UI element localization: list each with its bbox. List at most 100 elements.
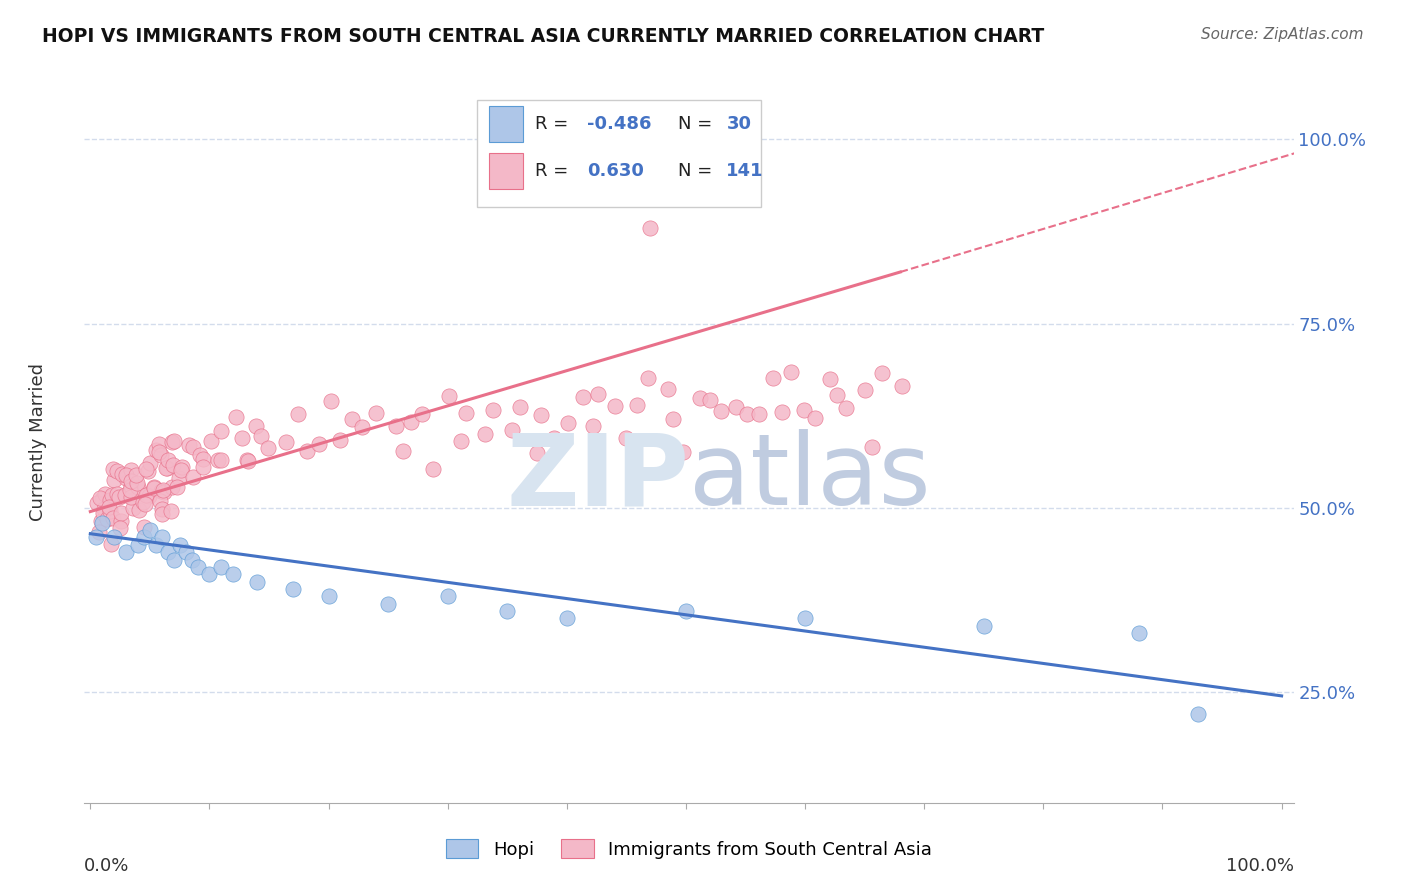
Point	[120, 490, 142, 504]
Point	[793, 403, 815, 417]
Text: 30: 30	[727, 115, 751, 133]
Point	[392, 444, 415, 458]
Point	[1187, 707, 1209, 722]
Point	[191, 460, 214, 475]
Point	[804, 411, 827, 425]
Point	[225, 409, 247, 424]
Point	[672, 445, 695, 459]
Point	[135, 488, 157, 502]
Point	[318, 590, 340, 604]
Point	[115, 545, 138, 559]
Point	[825, 388, 848, 402]
Point	[235, 453, 257, 467]
Point	[150, 483, 173, 498]
Point	[145, 443, 167, 458]
Point	[167, 471, 190, 485]
Point	[150, 507, 173, 521]
Point	[105, 487, 128, 501]
Point	[411, 408, 433, 422]
Point	[169, 538, 191, 552]
Text: 0.630: 0.630	[588, 161, 644, 179]
Point	[329, 433, 352, 447]
Point	[150, 448, 173, 462]
Point	[699, 392, 721, 407]
Point	[340, 412, 363, 426]
Point	[186, 560, 208, 574]
Point	[200, 434, 222, 448]
Text: N =: N =	[678, 115, 718, 133]
Point	[101, 488, 124, 502]
Point	[132, 520, 155, 534]
Point	[98, 493, 121, 508]
Text: N =: N =	[678, 161, 718, 179]
Point	[105, 464, 128, 478]
Point	[148, 445, 170, 459]
Point	[245, 419, 267, 434]
Point	[91, 516, 114, 530]
Point	[181, 440, 204, 454]
Point	[110, 521, 132, 535]
Point	[555, 611, 578, 625]
Text: 0.0%: 0.0%	[84, 857, 129, 875]
Point	[890, 379, 912, 393]
Point	[162, 434, 184, 449]
Point	[110, 507, 132, 521]
Point	[143, 481, 166, 495]
Point	[364, 406, 387, 420]
Point	[661, 412, 683, 426]
Text: ZIP: ZIP	[506, 429, 689, 526]
Point	[86, 496, 108, 510]
Point	[84, 530, 107, 544]
Point	[377, 597, 399, 611]
Point	[145, 538, 167, 552]
Text: R =: R =	[536, 115, 575, 133]
Point	[725, 400, 748, 414]
Point	[188, 448, 211, 462]
Point	[770, 405, 793, 419]
Point	[149, 493, 172, 508]
Point	[586, 387, 609, 401]
Point	[748, 407, 770, 421]
Point	[762, 371, 785, 385]
Point	[96, 512, 118, 526]
Point	[689, 391, 711, 405]
Point	[1128, 626, 1150, 640]
Point	[222, 567, 245, 582]
Point	[637, 371, 659, 385]
Point	[710, 404, 733, 418]
Point	[308, 436, 330, 450]
Point	[120, 479, 142, 493]
Text: Source: ZipAtlas.com: Source: ZipAtlas.com	[1201, 27, 1364, 42]
Point	[148, 436, 170, 450]
Point	[385, 418, 408, 433]
FancyBboxPatch shape	[489, 153, 523, 189]
Text: R =: R =	[536, 161, 575, 179]
Point	[179, 438, 201, 452]
Text: atlas: atlas	[689, 429, 931, 526]
Point	[103, 510, 125, 524]
Point	[93, 501, 115, 516]
Point	[183, 470, 205, 484]
Point	[160, 503, 183, 517]
Point	[103, 473, 125, 487]
Point	[350, 420, 373, 434]
Point	[163, 434, 186, 449]
Point	[110, 514, 132, 528]
Point	[127, 538, 149, 552]
Point	[152, 483, 174, 498]
Point	[115, 471, 138, 485]
Point	[125, 475, 148, 490]
Point	[132, 495, 155, 509]
Point	[474, 426, 496, 441]
Point	[139, 523, 162, 537]
Point	[281, 582, 304, 596]
Point	[735, 407, 758, 421]
Point	[89, 491, 111, 506]
Point	[870, 366, 893, 380]
Point	[172, 459, 194, 474]
Point	[853, 384, 876, 398]
Point	[100, 536, 122, 550]
Legend: Hopi, Immigrants from South Central Asia: Hopi, Immigrants from South Central Asia	[439, 832, 939, 866]
Point	[501, 423, 523, 437]
Point	[156, 452, 179, 467]
